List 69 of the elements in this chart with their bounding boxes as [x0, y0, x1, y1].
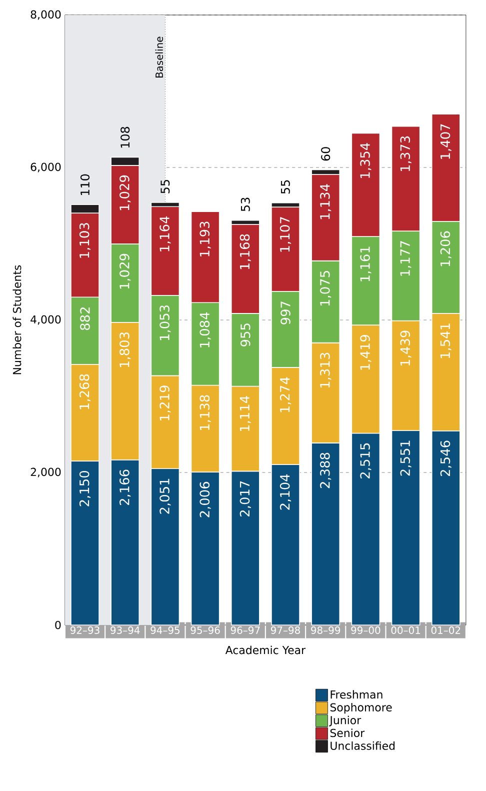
data-label: 1,114	[240, 396, 251, 431]
data-label: 2,104	[280, 474, 292, 510]
data-label: 1,075	[320, 271, 332, 306]
data-label: 2,551	[400, 440, 412, 476]
legend-label: Sophomore	[330, 702, 392, 714]
data-label: 1,029	[120, 254, 131, 289]
data-label: 2,515	[360, 443, 372, 478]
x-axis-title: Academic Year	[225, 646, 306, 654]
data-label: 1,138	[200, 395, 211, 430]
data-label: 1,313	[320, 352, 332, 388]
data-label: 955	[240, 324, 250, 346]
data-label: 60	[321, 147, 330, 161]
data-label: 1,803	[120, 332, 131, 368]
data-label: 1,084	[200, 312, 211, 348]
data-label: 1,168	[240, 234, 251, 270]
legend-label: Senior	[330, 728, 365, 738]
data-label: 1,274	[280, 377, 292, 412]
data-label: 1,193	[200, 222, 211, 256]
x-tick-label: 01–02	[431, 626, 460, 634]
data-label: 1,268	[79, 374, 91, 410]
legend-label: Junior	[329, 716, 362, 726]
y-tick-label: 0	[55, 620, 61, 630]
y-tick-label: 8,000	[30, 10, 61, 20]
data-label: 1,164	[160, 216, 171, 252]
data-label: 1,107	[280, 217, 292, 252]
data-label: 108	[120, 126, 130, 148]
data-label: 55	[281, 180, 290, 194]
data-label: 1,053	[160, 305, 171, 340]
x-tick-label: 96–97	[230, 626, 260, 634]
x-tick-label: 00–01	[391, 626, 420, 634]
data-label: 1,439	[400, 330, 412, 366]
data-label: 2,546	[440, 440, 452, 476]
y-tick-label: 4,000	[30, 315, 61, 325]
x-tick-label: 95–96	[190, 626, 220, 634]
data-label: 1,161	[360, 246, 372, 282]
ref-line-label: Baseline	[155, 36, 164, 78]
data-label: 1,541	[440, 324, 452, 358]
data-label: 2,166	[120, 470, 131, 506]
data-label: 1,029	[120, 175, 131, 210]
data-label: 2,388	[320, 452, 332, 488]
x-tick-label: 98–99	[311, 626, 340, 634]
data-label: 997	[280, 302, 290, 324]
data-label: 53	[240, 198, 250, 212]
x-tick-label: 92–93	[70, 626, 100, 634]
data-label: 882	[80, 307, 90, 330]
data-label: 2,006	[200, 482, 211, 518]
data-label: 1,103	[79, 223, 91, 258]
legend-label: Freshman	[330, 690, 382, 699]
data-label: 1,354	[360, 143, 372, 178]
data-label: 2,017	[240, 481, 251, 516]
y-axis-title: Number of Students	[12, 265, 22, 374]
y-tick-label: 2,000	[30, 468, 61, 478]
legend-label: Unclassified	[330, 741, 395, 750]
data-label: 1,219	[160, 386, 171, 420]
x-tick-label: 97–98	[270, 626, 300, 634]
y-tick-label: 6,000	[30, 162, 61, 172]
data-label: 1,177	[400, 241, 412, 276]
data-label: 1,134	[320, 184, 332, 220]
data-label: 1,407	[440, 124, 452, 159]
data-label: 1,373	[400, 136, 412, 172]
x-tick-label: 94–95	[150, 626, 180, 634]
data-label: 2,150	[79, 470, 91, 506]
data-label: 2,051	[160, 478, 171, 514]
data-label: 110	[80, 174, 90, 196]
x-tick-label: 93–94	[110, 626, 140, 634]
data-label: 55	[160, 180, 170, 194]
data-label: 1,419	[360, 335, 372, 370]
x-tick-label: 99–00	[351, 626, 380, 634]
data-label: 1,206	[440, 231, 452, 266]
